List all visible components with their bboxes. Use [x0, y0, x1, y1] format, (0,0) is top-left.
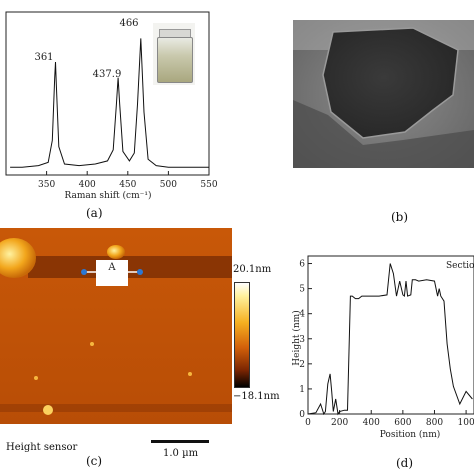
raman-x-axis-label: Raman shift (cm⁻¹) [65, 190, 152, 200]
profile-series-line [307, 263, 473, 416]
afm-particle [43, 405, 53, 415]
vial-photo-inset [153, 23, 195, 85]
raman-chart: 350 400 450 500 550 361 437.9 466 Raman shif… [5, 11, 218, 200]
profile-x-tick-label: 100 [458, 418, 474, 428]
peak-label-466: 466 [119, 18, 138, 29]
scale-bar-label: 1.0 µm [163, 448, 199, 459]
raman-x-ticks: 350 400 450 500 550 [38, 171, 218, 190]
afm-particle [188, 372, 192, 376]
profile-y-tick-label: 5 [299, 285, 305, 295]
tem-lower-shadow [293, 100, 474, 168]
section-endpoint-left [81, 269, 87, 275]
profile-y-tick-label: 6 [299, 260, 305, 270]
raman-x-tick-label: 400 [79, 180, 96, 190]
raman-x-tick-label: 350 [38, 180, 55, 190]
raman-x-tick-label: 450 [119, 180, 136, 190]
raman-x-tick-label: 550 [200, 180, 217, 190]
afm-height-image: A [0, 228, 232, 424]
panel-c-caption: (c) [86, 454, 103, 468]
profile-y-tick-label: 1 [299, 385, 305, 395]
scale-bar [151, 440, 209, 443]
afm-image-svg: A [0, 228, 232, 424]
profile-x-tick-label: 0 [305, 418, 311, 428]
channel-label: Height sensor [6, 442, 78, 453]
profile-y-axis-label: Height (nm) [291, 310, 302, 365]
panel-a: 350 400 450 500 550 361 437.9 466 Raman shif… [0, 0, 240, 225]
peak-label-437-9: 437.9 [93, 69, 122, 80]
tem-image-svg [293, 20, 474, 168]
afm-particle [90, 342, 94, 346]
peak-label-361: 361 [34, 52, 53, 63]
section-endpoint-right [137, 269, 143, 275]
afm-flake-large [0, 238, 36, 278]
profile-x-tick-label: 600 [394, 418, 411, 428]
profile-plot-frame [307, 255, 474, 415]
afm-flake-small [107, 245, 125, 259]
colorbar [234, 282, 250, 388]
profile-y-tick-label: 2 [299, 360, 305, 370]
raman-plot-frame [5, 11, 210, 176]
afm-dark-streak [28, 256, 232, 278]
tem-image [293, 20, 474, 168]
afm-particle [34, 376, 38, 380]
profile-x-ticks: 0 200 400 600 800 100 [305, 410, 474, 428]
section-marker-box [96, 260, 128, 286]
profile-y-tick-label: 3 [299, 335, 305, 345]
profile-x-tick-label: 400 [363, 418, 380, 428]
profile-y-tick-label: 0 [299, 410, 305, 420]
panel-b-caption: (b) [391, 210, 409, 224]
raman-x-tick-label: 500 [160, 180, 177, 190]
profile-x-axis-label: Position (nm) [380, 429, 441, 440]
section-marker-label: A [107, 262, 116, 273]
raman-series-line [10, 38, 209, 168]
panel-a-caption: (a) [86, 206, 103, 220]
profile-x-tick-label: 800 [426, 418, 443, 428]
panel-d-caption: (d) [396, 456, 414, 470]
colorbar-max-label: 20.1nm [233, 264, 272, 275]
vial-glass [157, 37, 193, 83]
profile-y-tick-label: 4 [299, 310, 305, 320]
afm-bottom-streak [0, 404, 232, 412]
height-profile-chart: 0 1 2 3 4 5 6 0 200 400 600 800 100 Section Positio… [291, 255, 474, 440]
colorbar-min-label: −18.1nm [233, 391, 280, 402]
profile-y-ticks: 0 1 2 3 4 5 6 [299, 260, 312, 420]
profile-x-tick-label: 200 [331, 418, 348, 428]
panel-d: 0 1 2 3 4 5 6 0 200 400 600 800 100 Section Positio… [290, 248, 474, 474]
profile-title: Section [446, 261, 474, 271]
tem-particle [322, 27, 459, 139]
